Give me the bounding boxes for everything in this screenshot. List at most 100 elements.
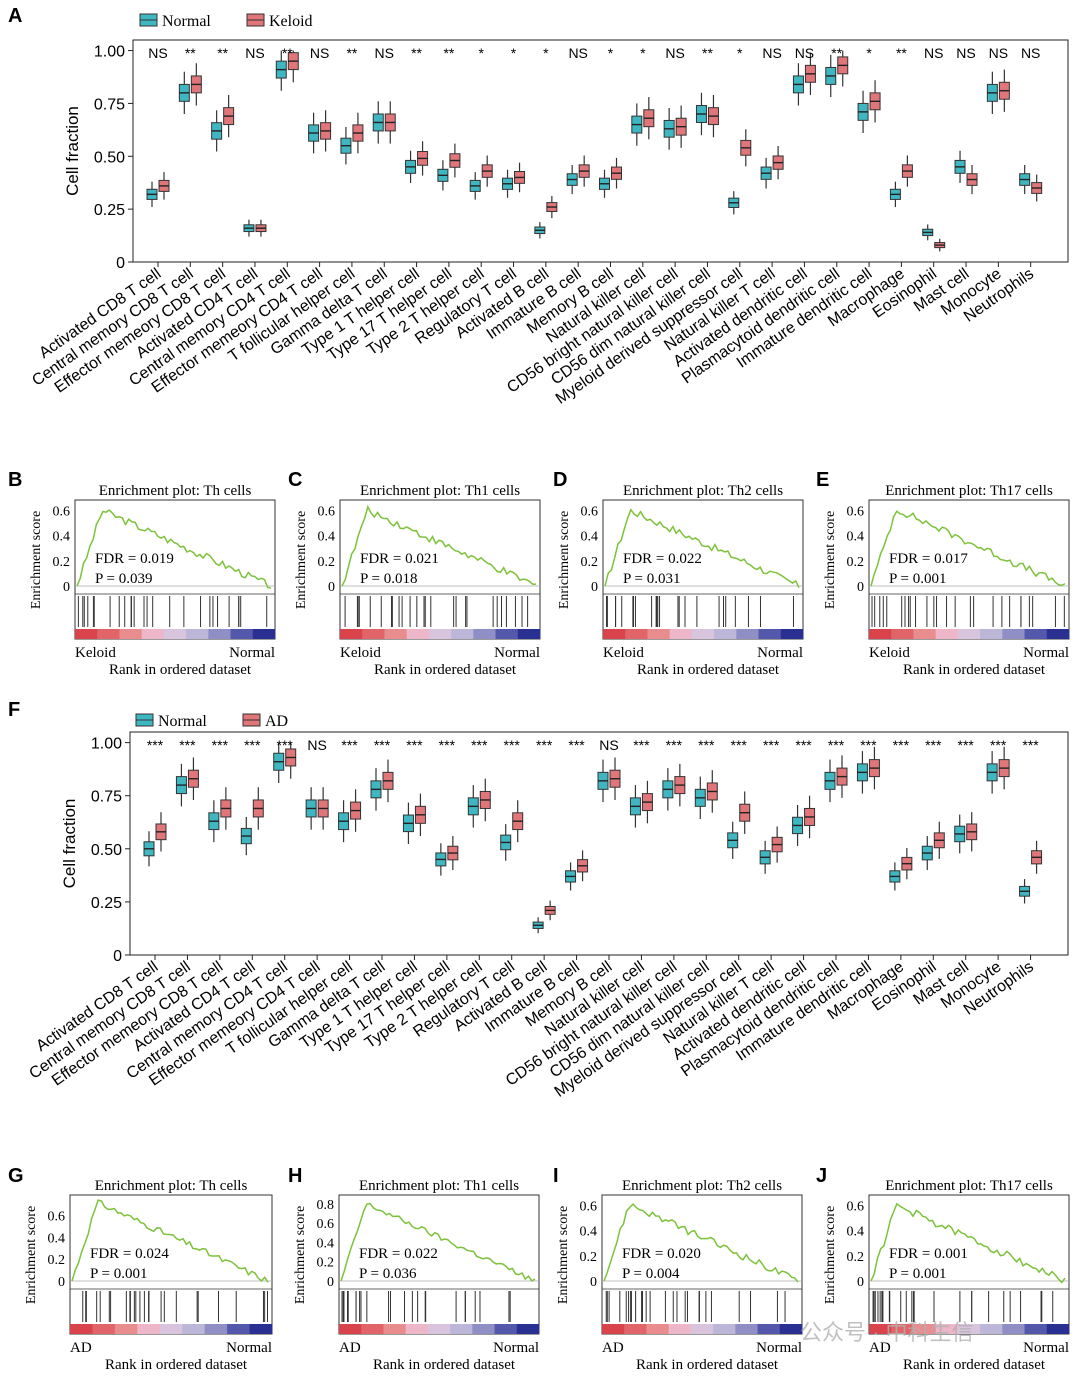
gsea-left-label: AD — [602, 1340, 624, 1356]
panel-letter: G — [8, 1165, 24, 1187]
significance-label: *** — [277, 737, 294, 753]
gsea-y-tick-label: 0.6 — [847, 1199, 865, 1214]
gsea-y-tick-label: 0.4 — [847, 530, 865, 545]
y-tick-label: 0 — [116, 255, 125, 272]
significance-label: ** — [831, 45, 842, 61]
rank-heat-segment — [602, 1324, 625, 1334]
rank-heat-segment — [1046, 629, 1070, 639]
gsea-y-tick-label: 0.2 — [847, 555, 865, 570]
y-tick-label: 1.00 — [94, 44, 125, 61]
panel-letter: A — [8, 5, 22, 27]
rank-heat-segment — [186, 629, 209, 639]
gsea-left-label: Keloid — [75, 645, 116, 661]
panel-c: C Enrichment plot: Th1 cells 0 0.2 0.4 0.6 Enr… — [288, 469, 541, 678]
significance-label: NS — [989, 45, 1008, 61]
significance-label: *** — [698, 737, 715, 753]
significance-label: NS — [245, 45, 264, 61]
significance-label: *** — [439, 737, 456, 753]
significance-label: * — [543, 45, 549, 61]
significance-label: *** — [666, 737, 683, 753]
fdr-label: FDR = 0.001 — [889, 1246, 968, 1262]
rank-heat-segment — [647, 629, 671, 639]
significance-label: NS — [148, 45, 167, 61]
rank-heat-segment — [252, 629, 276, 639]
gsea-x-axis-label: Rank in ordered dataset — [903, 1357, 1046, 1373]
rank-heat-segment — [646, 1324, 670, 1334]
rank-heat-segment — [494, 1324, 518, 1334]
significance-label: *** — [1022, 737, 1039, 753]
rank-heat-segment — [428, 629, 452, 639]
gsea-y-tick-label: 0 — [590, 1275, 597, 1290]
gsea-y-tick-label: 0.6 — [580, 1199, 598, 1214]
gsea-y-tick-label: 0 — [591, 580, 598, 595]
gsea-x-axis-label: Rank in ordered dataset — [637, 662, 780, 678]
panel-letter: D — [553, 469, 567, 491]
significance-label: *** — [925, 737, 942, 753]
significance-label: NS — [568, 45, 587, 61]
gsea-y-tick-label: 0.4 — [580, 1225, 598, 1240]
gsea-right-label: Normal — [757, 645, 803, 661]
panel-d: D Enrichment plot: Th2 cells 0 0.2 0.4 0.6 Enr… — [553, 469, 804, 678]
panel-letter: I — [553, 1165, 559, 1187]
watermark: 公众号 · 中科生信 — [800, 1320, 974, 1345]
significance-label: *** — [568, 737, 585, 753]
fdr-label: FDR = 0.017 — [889, 551, 968, 567]
significance-label: NS — [665, 45, 684, 61]
rank-heat-segment — [757, 1324, 781, 1334]
y-tick-label: 0.75 — [91, 789, 122, 806]
gsea-y-tick-label: 0.2 — [53, 555, 71, 570]
rank-heat-segment — [869, 629, 892, 639]
rank-heat-segment — [450, 1324, 473, 1334]
panel-letter: J — [816, 1165, 827, 1187]
p-value-label: P = 0.018 — [360, 571, 418, 587]
rank-heat-segment — [980, 1324, 1003, 1334]
gsea-y-tick-label: 0.4 — [318, 530, 336, 545]
rank-heat-segment — [891, 629, 914, 639]
significance-label: *** — [536, 737, 553, 753]
rank-heat-segment — [891, 1324, 914, 1334]
gsea-y-tick-label: 0.4 — [847, 1225, 865, 1240]
gsea-right-label: Normal — [226, 1340, 272, 1356]
rank-heat-segment — [1046, 1324, 1070, 1334]
rank-heat-segment — [340, 629, 363, 639]
gsea-y-tick-label: 0.2 — [317, 1256, 335, 1271]
rank-heat-segment — [669, 629, 693, 639]
gsea-y-tick-label: 0.2 — [847, 1250, 865, 1265]
gsea-y-tick-label: 0 — [327, 1275, 334, 1290]
gsea-y-tick-label: 0.4 — [581, 530, 599, 545]
significance-label: NS — [310, 45, 329, 61]
gsea-title: Enrichment plot: Th1 cells — [359, 1178, 519, 1194]
significance-label: NS — [762, 45, 781, 61]
gsea-x-axis-label: Rank in ordered dataset — [903, 662, 1046, 678]
gsea-title: Enrichment plot: Th1 cells — [360, 483, 520, 499]
enrichment-curve — [870, 1202, 1066, 1284]
panel-letter: F — [8, 699, 20, 721]
rank-heat-segment — [690, 1324, 714, 1334]
gsea-y-tick-label: 0.2 — [48, 1253, 66, 1268]
p-value-label: P = 0.036 — [359, 1266, 417, 1282]
rank-heat-segment — [114, 1324, 138, 1334]
fdr-label: FDR = 0.024 — [90, 1246, 169, 1262]
gsea-y-tick-label: 0 — [63, 580, 70, 595]
legend-label-disease: AD — [265, 713, 288, 730]
legend-label-normal: Normal — [162, 13, 211, 30]
rank-heat-segment — [119, 629, 143, 639]
gsea-frame — [868, 499, 1070, 640]
plot-frame — [129, 731, 1069, 956]
rank-heat-segment — [516, 1324, 540, 1334]
gsea-title: Enrichment plot: Th17 cells — [885, 1178, 1053, 1194]
y-tick-label: 1.00 — [91, 736, 122, 753]
significance-label: * — [511, 45, 517, 61]
fdr-label: FDR = 0.020 — [622, 1246, 701, 1262]
rank-heat-segment — [451, 629, 474, 639]
y-tick-label: 0.50 — [91, 842, 122, 859]
gsea-right-label: Normal — [756, 1340, 802, 1356]
rank-heat-segment — [204, 1324, 228, 1334]
rank-heat-segment — [714, 629, 737, 639]
gsea-y-tick-label: 0 — [328, 580, 335, 595]
rank-heat-segment — [691, 629, 715, 639]
significance-label: * — [608, 45, 614, 61]
significance-label: ** — [282, 45, 293, 61]
fdr-label: FDR = 0.021 — [360, 551, 439, 567]
gsea-left-label: AD — [70, 1340, 92, 1356]
